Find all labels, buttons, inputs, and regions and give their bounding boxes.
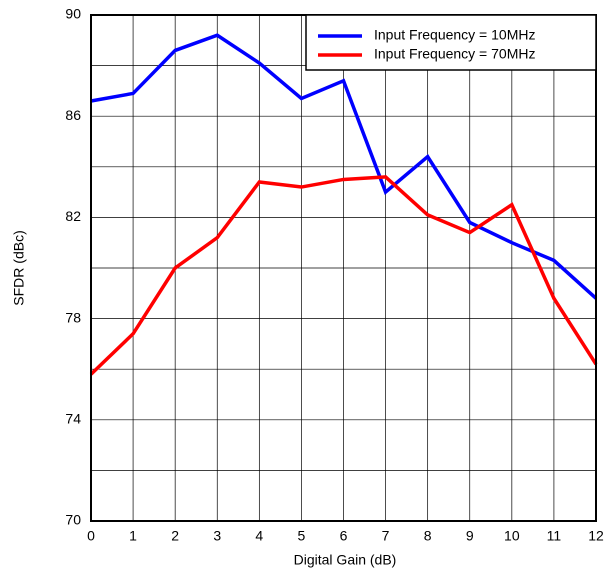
- x-tick-label: 4: [255, 528, 263, 544]
- line-series: [90, 33, 598, 300]
- y-axis-label: SFDR (dBc): [11, 230, 27, 305]
- x-axis-label: Digital Gain (dB): [294, 552, 397, 568]
- x-tick-label: 8: [424, 528, 432, 544]
- x-tick-label: 6: [340, 528, 348, 544]
- x-tick-label: 3: [213, 528, 221, 544]
- line-series: [89, 175, 598, 376]
- y-tick-label: 74: [65, 411, 81, 427]
- x-tick-label: 1: [129, 528, 137, 544]
- y-tick-label: 70: [65, 512, 81, 528]
- x-tick-label: 9: [466, 528, 474, 544]
- x-tick-label: 5: [298, 528, 306, 544]
- y-tick-label: 78: [65, 309, 81, 325]
- legend-label: Input Frequency = 70MHz: [374, 46, 535, 62]
- y-tick-label: 90: [65, 6, 81, 22]
- legend-box: [305, 14, 597, 71]
- x-tick-label: 7: [382, 528, 390, 544]
- x-tick-label: 10: [504, 528, 520, 544]
- x-tick-label: 12: [588, 528, 604, 544]
- y-tick-label: 82: [65, 208, 81, 224]
- x-tick-label: 2: [171, 528, 179, 544]
- legend-label: Input Frequency = 10MHz: [374, 27, 535, 43]
- x-tick-label: 11: [547, 528, 562, 544]
- x-tick-label: 0: [87, 528, 95, 544]
- y-tick-label: 86: [65, 107, 81, 123]
